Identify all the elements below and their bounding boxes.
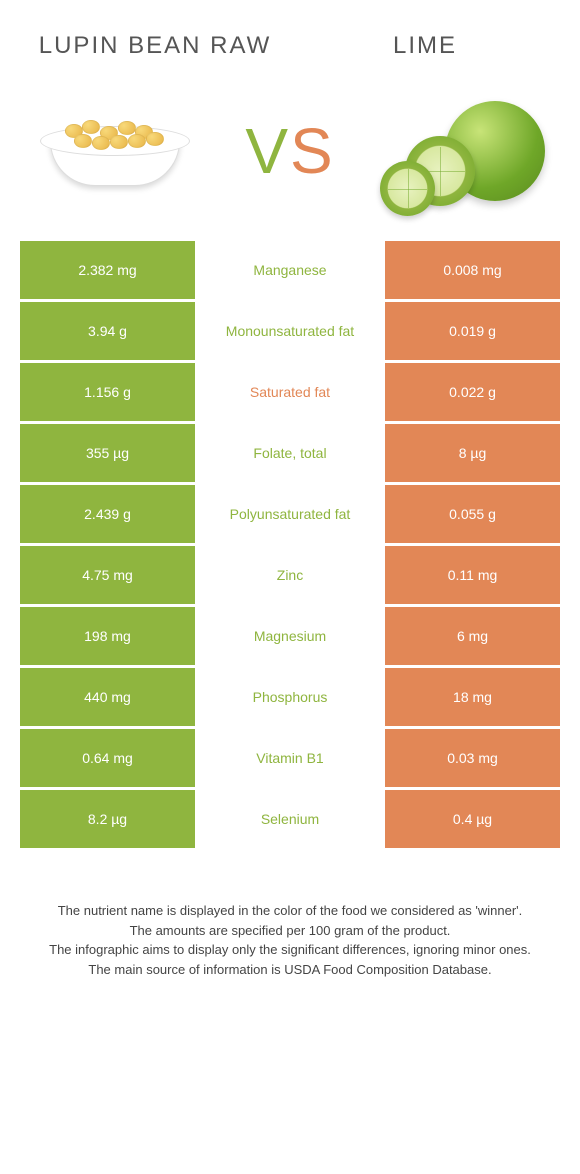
vs-v-letter: V <box>245 115 290 187</box>
left-food-image <box>30 91 200 211</box>
table-row: 198 mgMagnesium6 mg <box>20 607 560 665</box>
right-value: 0.11 mg <box>385 546 560 604</box>
right-value: 8 µg <box>385 424 560 482</box>
left-value: 3.94 g <box>20 302 195 360</box>
table-row: 1.156 gSaturated fat0.022 g <box>20 363 560 421</box>
left-value: 2.439 g <box>20 485 195 543</box>
right-value: 6 mg <box>385 607 560 665</box>
footer-notes: The nutrient name is displayed in the co… <box>0 851 580 999</box>
right-value: 0.4 µg <box>385 790 560 848</box>
right-value: 0.019 g <box>385 302 560 360</box>
nutrient-label: Manganese <box>195 241 385 299</box>
table-row: 2.439 gPolyunsaturated fat0.055 g <box>20 485 560 543</box>
nutrient-label: Phosphorus <box>195 668 385 726</box>
header: Lupin Bean Raw Lime <box>0 0 580 81</box>
table-row: 2.382 mgManganese0.008 mg <box>20 241 560 299</box>
table-row: 0.64 mgVitamin B10.03 mg <box>20 729 560 787</box>
table-row: 8.2 µgSelenium0.4 µg <box>20 790 560 848</box>
nutrient-label: Vitamin B1 <box>195 729 385 787</box>
left-value: 4.75 mg <box>20 546 195 604</box>
left-value: 355 µg <box>20 424 195 482</box>
right-value: 0.055 g <box>385 485 560 543</box>
left-value: 440 mg <box>20 668 195 726</box>
footer-line: The nutrient name is displayed in the co… <box>40 901 540 921</box>
nutrient-label: Magnesium <box>195 607 385 665</box>
nutrient-label: Polyunsaturated fat <box>195 485 385 543</box>
nutrient-label: Selenium <box>195 790 385 848</box>
table-row: 355 µgFolate, total8 µg <box>20 424 560 482</box>
table-row: 440 mgPhosphorus18 mg <box>20 668 560 726</box>
left-value: 0.64 mg <box>20 729 195 787</box>
right-value: 18 mg <box>385 668 560 726</box>
vs-label: VS <box>245 114 334 188</box>
left-value: 198 mg <box>20 607 195 665</box>
left-food-title: Lupin Bean Raw <box>20 30 290 61</box>
right-food-image <box>380 91 550 211</box>
footer-line: The main source of information is USDA F… <box>40 960 540 980</box>
right-value: 0.008 mg <box>385 241 560 299</box>
footer-line: The amounts are specified per 100 gram o… <box>40 921 540 941</box>
nutrient-label: Folate, total <box>195 424 385 482</box>
right-value: 0.03 mg <box>385 729 560 787</box>
right-food-title: Lime <box>290 30 560 61</box>
table-row: 4.75 mgZinc0.11 mg <box>20 546 560 604</box>
vs-s-letter: S <box>290 115 335 187</box>
comparison-table: 2.382 mgManganese0.008 mg3.94 gMonounsat… <box>0 241 580 848</box>
right-value: 0.022 g <box>385 363 560 421</box>
footer-line: The infographic aims to display only the… <box>40 940 540 960</box>
left-value: 2.382 mg <box>20 241 195 299</box>
table-row: 3.94 gMonounsaturated fat0.019 g <box>20 302 560 360</box>
nutrient-label: Saturated fat <box>195 363 385 421</box>
vs-row: VS <box>0 81 580 241</box>
left-value: 8.2 µg <box>20 790 195 848</box>
nutrient-label: Zinc <box>195 546 385 604</box>
nutrient-label: Monounsaturated fat <box>195 302 385 360</box>
left-value: 1.156 g <box>20 363 195 421</box>
